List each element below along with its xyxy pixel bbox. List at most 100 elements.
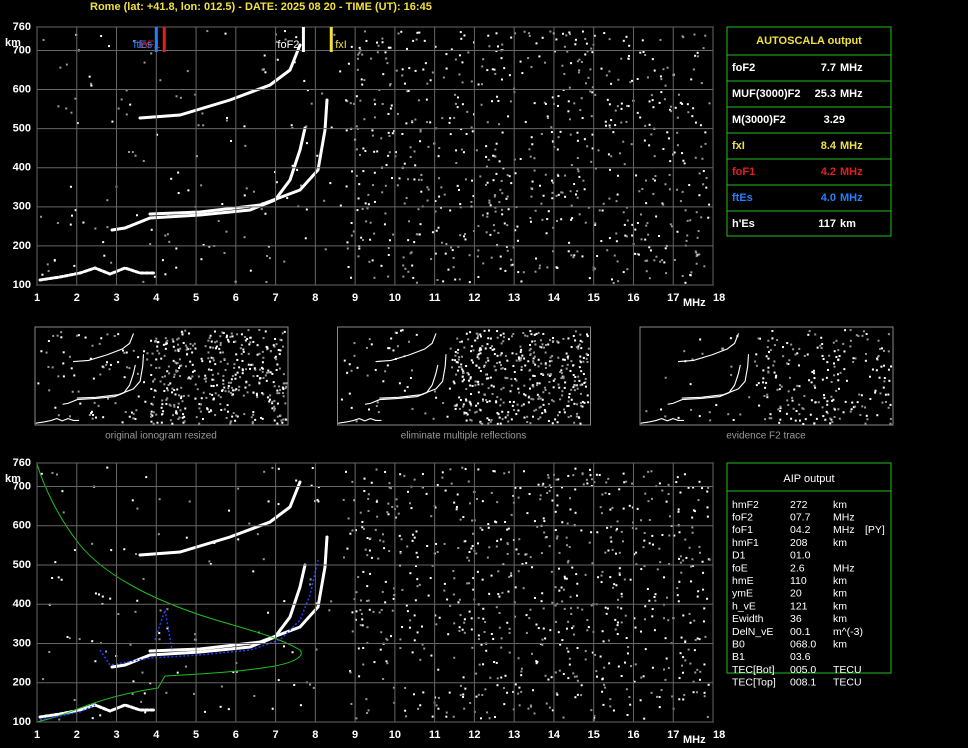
x-tick-label: 9	[352, 729, 358, 741]
noise-dot	[645, 202, 648, 205]
noise-dot	[524, 120, 527, 123]
noise-dot	[652, 106, 655, 109]
noise-dot	[684, 209, 687, 212]
noise-dot	[550, 486, 553, 489]
noise-dot	[187, 394, 190, 397]
noise-dot	[452, 380, 455, 383]
noise-dot	[166, 387, 169, 390]
noise-dot	[207, 339, 210, 342]
noise-dot	[533, 520, 536, 523]
noise-dot	[620, 57, 623, 60]
aip-cell: B0	[732, 638, 745, 650]
row-label: fxI	[732, 140, 745, 152]
noise-dot	[673, 151, 676, 154]
noise-dot	[504, 269, 507, 272]
noise-dot	[696, 51, 699, 54]
noise-dot	[512, 690, 515, 693]
noise-dot	[214, 392, 217, 395]
noise-dot	[630, 79, 633, 82]
noise-dot	[487, 523, 490, 526]
noise-dot	[830, 380, 833, 383]
noise-dot	[353, 598, 356, 601]
noise-dot	[471, 179, 474, 182]
noise-dot	[584, 221, 587, 224]
noise-dot	[527, 396, 530, 399]
noise-dot	[311, 466, 314, 469]
noise-dot	[606, 607, 609, 610]
noise-dot	[530, 195, 533, 198]
noise-dot	[617, 280, 620, 283]
noise-dot	[413, 178, 416, 181]
noise-dot	[350, 234, 353, 237]
noise-dot	[413, 639, 416, 642]
noise-dot	[236, 333, 239, 336]
noise-dot	[567, 100, 570, 103]
noise-dot	[589, 90, 592, 93]
noise-dot	[796, 384, 799, 387]
noise-dot	[387, 513, 390, 516]
noise-dot	[648, 542, 651, 545]
noise-dot	[443, 582, 446, 585]
noise-dot	[162, 410, 165, 413]
noise-dot	[669, 160, 672, 163]
noise-dot	[687, 648, 690, 651]
noise-dot	[640, 238, 643, 241]
noise-dot	[490, 345, 493, 348]
noise-dot	[839, 371, 842, 374]
noise-dot	[587, 626, 590, 629]
noise-dot	[705, 186, 708, 189]
noise-dot	[802, 407, 805, 410]
noise-dot	[129, 643, 132, 646]
noise-dot	[669, 223, 672, 226]
noise-dot	[333, 33, 336, 36]
noise-dot	[197, 375, 200, 378]
noise-dot	[889, 403, 892, 406]
noise-dot	[656, 695, 659, 698]
noise-dot	[349, 671, 352, 674]
noise-dot	[502, 386, 505, 389]
noise-dot	[546, 218, 549, 221]
noise-dot	[484, 373, 487, 376]
noise-dot	[508, 575, 511, 578]
noise-dot	[468, 281, 471, 284]
noise-dot	[806, 353, 809, 356]
noise-dot	[844, 329, 847, 332]
noise-dot	[376, 150, 379, 153]
noise-dot	[409, 572, 412, 575]
noise-dot	[555, 478, 558, 481]
noise-dot	[679, 555, 682, 558]
noise-dot	[578, 379, 581, 382]
noise-dot	[469, 701, 472, 704]
aip-cell: 07.7	[790, 511, 811, 523]
noise-dot	[215, 345, 218, 348]
noise-dot	[276, 422, 279, 425]
noise-dot	[415, 551, 418, 554]
noise-dot	[560, 586, 563, 589]
noise-dot	[572, 373, 575, 376]
noise-dot	[508, 631, 511, 634]
noise-dot	[143, 692, 146, 695]
noise-dot	[536, 660, 539, 663]
noise-dot	[510, 513, 513, 516]
noise-dot	[390, 337, 393, 340]
noise-dot	[399, 551, 402, 554]
noise-dot	[469, 377, 472, 380]
noise-dot	[373, 98, 376, 101]
noise-dot	[165, 342, 168, 345]
noise-dot	[579, 401, 582, 404]
noise-dot	[211, 378, 214, 381]
noise-dot	[688, 184, 691, 187]
noise-dot	[477, 83, 480, 86]
noise-dot	[663, 261, 666, 264]
noise-dot	[453, 656, 456, 659]
noise-dot	[423, 647, 426, 650]
noise-dot	[616, 632, 619, 635]
ionogram-trace	[38, 43, 329, 282]
noise-dot	[561, 394, 564, 397]
noise-dot	[117, 333, 120, 336]
noise-dot	[76, 122, 79, 125]
row-unit: km	[840, 218, 856, 230]
noise-dot	[461, 380, 464, 383]
noise-dot	[692, 564, 695, 567]
noise-dot	[569, 607, 572, 610]
